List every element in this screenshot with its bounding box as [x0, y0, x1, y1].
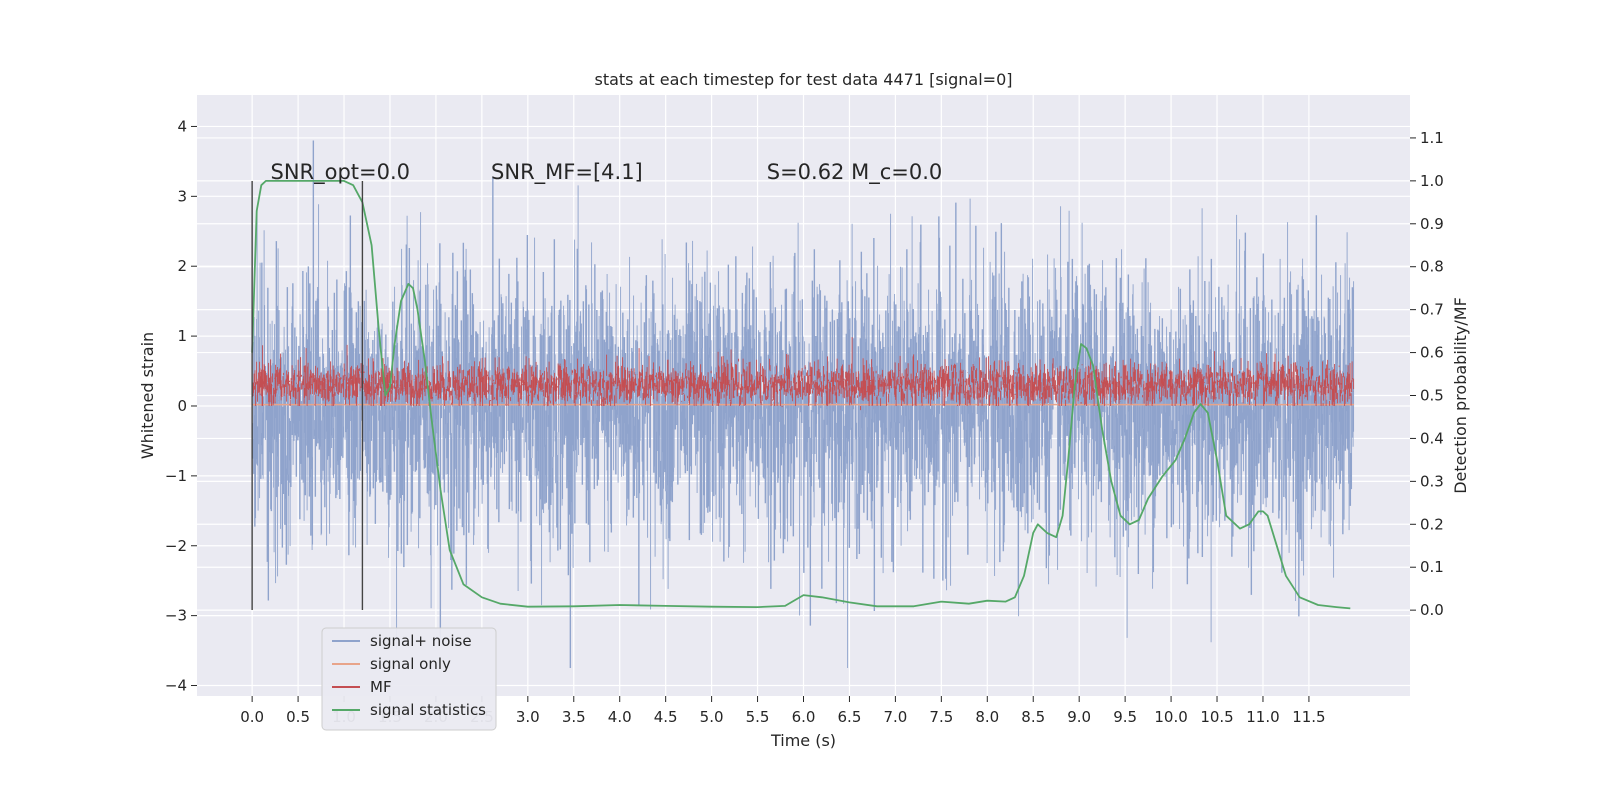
- legend-entry: MF: [370, 678, 392, 696]
- legend-entry: signal+ noise: [370, 632, 472, 650]
- left-tick-label: 2: [177, 257, 187, 275]
- right-y-axis-label: Detection probability/MF: [1451, 297, 1470, 494]
- annotation-1: SNR_MF=[4.1]: [491, 160, 643, 185]
- x-tick-label: 9.0: [1067, 708, 1091, 726]
- left-tick-label: −3: [165, 607, 187, 625]
- vertical-lines: [251, 180, 364, 611]
- right-tick-label: 0.7: [1420, 301, 1444, 319]
- x-tick-label: 9.5: [1113, 708, 1137, 726]
- x-tick-label: 11.5: [1292, 708, 1325, 726]
- left-tick-label: 0: [177, 397, 187, 415]
- left-tick-label: −1: [165, 467, 187, 485]
- annotations: SNR_opt=0.0 SNR_MF=[4.1] S=0.62 M_c=0.0: [271, 160, 943, 185]
- legend: signal+ noise signal only MF signal statist…: [321, 627, 497, 731]
- left-tick-label: 4: [177, 117, 187, 135]
- left-axis-ticks: −4 −3 −2 −1 0 1 2 3 4: [165, 117, 197, 695]
- left-tick-label: 3: [177, 187, 187, 205]
- x-tick-label: 4.5: [654, 708, 678, 726]
- annotation-2: S=0.62 M_c=0.0: [767, 160, 943, 185]
- right-tick-label: 0.5: [1420, 387, 1444, 405]
- right-tick-label: 0.8: [1420, 258, 1444, 276]
- right-tick-label: 0.0: [1420, 601, 1444, 619]
- x-tick-label: 8.0: [975, 708, 999, 726]
- x-tick-label: 0.5: [286, 708, 310, 726]
- x-tick-label: 4.0: [608, 708, 632, 726]
- right-tick-label: 0.3: [1420, 472, 1444, 490]
- left-tick-label: −2: [165, 537, 187, 555]
- x-tick-label: 10.0: [1154, 708, 1187, 726]
- x-tick-label: 5.0: [700, 708, 724, 726]
- right-tick-label: 0.1: [1420, 558, 1444, 576]
- x-tick-label: 7.5: [929, 708, 953, 726]
- series-signal-statistics: [251, 179, 1351, 610]
- x-tick-label: 3.5: [562, 708, 586, 726]
- legend-entry: signal statistics: [370, 701, 486, 719]
- x-tick-label: 10.5: [1200, 708, 1233, 726]
- x-tick-label: 8.5: [1021, 708, 1045, 726]
- annotation-0: SNR_opt=0.0: [271, 160, 411, 185]
- x-tick-label: 5.5: [746, 708, 770, 726]
- x-tick-label: 6.0: [792, 708, 816, 726]
- x-tick-label: 0.0: [240, 708, 264, 726]
- x-tick-label: 6.5: [838, 708, 862, 726]
- legend-box: [321, 627, 497, 731]
- right-tick-label: 1.1: [1420, 129, 1444, 147]
- x-tick-label: 7.0: [883, 708, 907, 726]
- left-y-axis-label: Whitened strain: [138, 332, 157, 459]
- legend-entry: signal only: [370, 655, 451, 673]
- left-tick-label: −4: [165, 677, 187, 695]
- right-tick-label: 0.4: [1420, 429, 1444, 447]
- right-tick-label: 0.6: [1420, 344, 1444, 362]
- x-tick-label: 11.0: [1246, 708, 1279, 726]
- right-tick-label: 0.2: [1420, 515, 1444, 533]
- chart-title: stats at each timestep for test data 447…: [594, 70, 1012, 89]
- right-tick-label: 1.0: [1420, 172, 1444, 190]
- right-tick-label: 0.9: [1420, 215, 1444, 233]
- right-axis-ticks: 0.0 0.1 0.2 0.3 0.4 0.5 0.6 0.7 0.8 0.9 1.0 1.1: [1410, 129, 1444, 619]
- left-tick-label: 1: [177, 327, 187, 345]
- x-axis-label: Time (s): [770, 731, 836, 750]
- x-tick-label: 3.0: [516, 708, 540, 726]
